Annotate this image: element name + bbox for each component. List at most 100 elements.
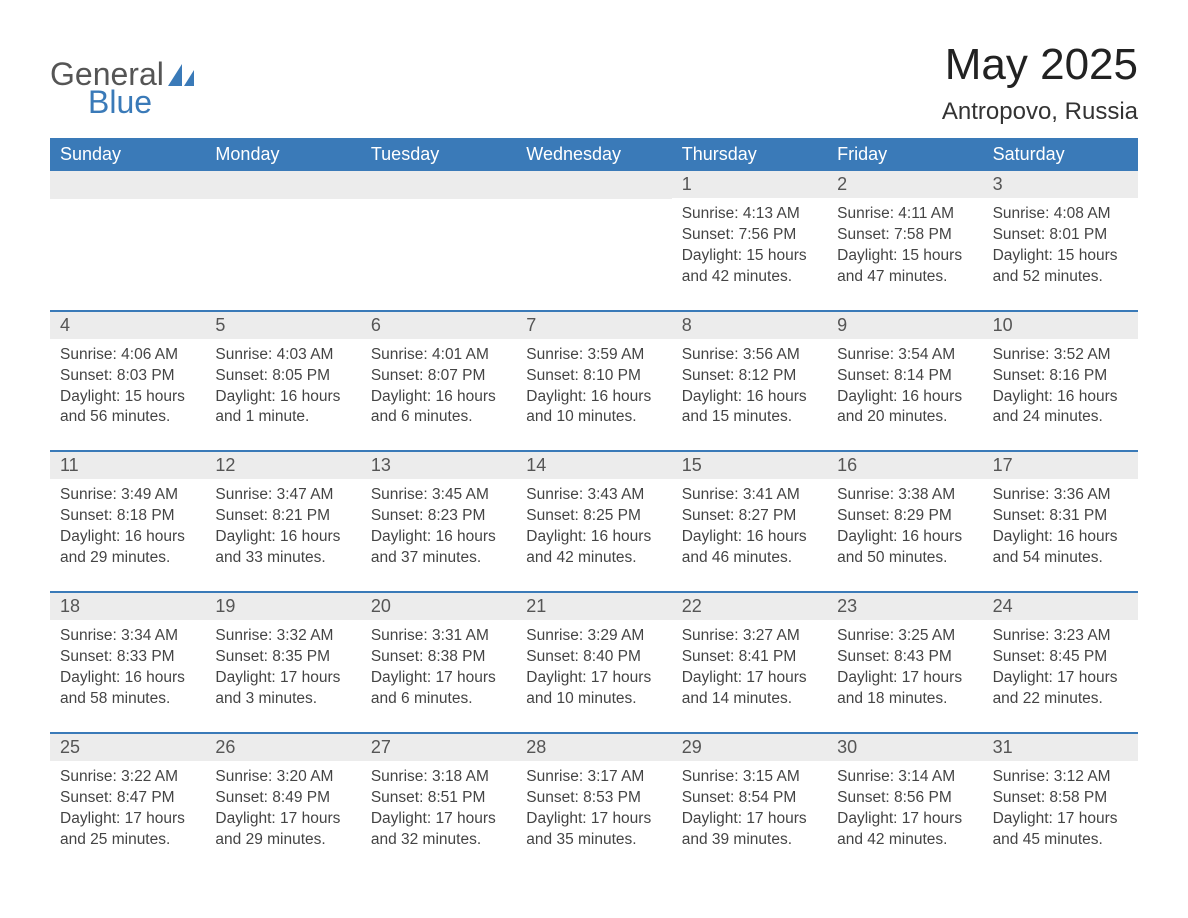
- day-number: 28: [516, 734, 671, 761]
- daylight-line: Daylight: 15 hours: [993, 246, 1128, 267]
- day-number: 15: [672, 452, 827, 479]
- weekday-label: Wednesday: [516, 138, 671, 171]
- day-body: Sunrise: 3:25 AMSunset: 8:43 PMDaylight:…: [827, 620, 982, 714]
- sunset-line: Sunset: 8:54 PM: [682, 788, 817, 809]
- sunrise-line: Sunrise: 3:18 AM: [371, 767, 506, 788]
- day-cell: 1Sunrise: 4:13 AMSunset: 7:56 PMDaylight…: [672, 171, 827, 292]
- weekday-label: Saturday: [983, 138, 1138, 171]
- day-cell: 31Sunrise: 3:12 AMSunset: 8:58 PMDayligh…: [983, 734, 1138, 855]
- sunrise-line: Sunrise: 3:20 AM: [215, 767, 350, 788]
- daylight-line: and 10 minutes.: [526, 689, 661, 710]
- daylight-line: Daylight: 15 hours: [682, 246, 817, 267]
- day-cell: [516, 171, 671, 292]
- daylight-line: and 50 minutes.: [837, 548, 972, 569]
- sunrise-line: Sunrise: 3:56 AM: [682, 345, 817, 366]
- daylight-line: Daylight: 15 hours: [837, 246, 972, 267]
- day-body: Sunrise: 3:27 AMSunset: 8:41 PMDaylight:…: [672, 620, 827, 714]
- daylight-line: Daylight: 17 hours: [526, 668, 661, 689]
- daylight-line: Daylight: 16 hours: [215, 387, 350, 408]
- month-title: May 2025: [942, 40, 1138, 90]
- sunset-line: Sunset: 8:58 PM: [993, 788, 1128, 809]
- day-body: Sunrise: 3:49 AMSunset: 8:18 PMDaylight:…: [50, 479, 205, 573]
- day-cell: [50, 171, 205, 292]
- daylight-line: and 32 minutes.: [371, 830, 506, 851]
- day-body: Sunrise: 3:29 AMSunset: 8:40 PMDaylight:…: [516, 620, 671, 714]
- sunrise-line: Sunrise: 4:11 AM: [837, 204, 972, 225]
- daylight-line: Daylight: 17 hours: [682, 809, 817, 830]
- daylight-line: Daylight: 16 hours: [215, 527, 350, 548]
- day-number: 25: [50, 734, 205, 761]
- weekday-label: Tuesday: [361, 138, 516, 171]
- weekday-header-row: SundayMondayTuesdayWednesdayThursdayFrid…: [50, 138, 1138, 171]
- daylight-line: Daylight: 16 hours: [993, 387, 1128, 408]
- week-row: 1Sunrise: 4:13 AMSunset: 7:56 PMDaylight…: [50, 171, 1138, 292]
- week-row: 18Sunrise: 3:34 AMSunset: 8:33 PMDayligh…: [50, 591, 1138, 714]
- day-number: 31: [983, 734, 1138, 761]
- sunset-line: Sunset: 8:01 PM: [993, 225, 1128, 246]
- daylight-line: and 52 minutes.: [993, 267, 1128, 288]
- day-number: 14: [516, 452, 671, 479]
- daylight-line: and 42 minutes.: [526, 548, 661, 569]
- day-body: Sunrise: 3:52 AMSunset: 8:16 PMDaylight:…: [983, 339, 1138, 433]
- sunrise-line: Sunrise: 3:52 AM: [993, 345, 1128, 366]
- sunset-line: Sunset: 8:38 PM: [371, 647, 506, 668]
- day-cell: 20Sunrise: 3:31 AMSunset: 8:38 PMDayligh…: [361, 593, 516, 714]
- sunset-line: Sunset: 8:07 PM: [371, 366, 506, 387]
- day-number: 26: [205, 734, 360, 761]
- sunset-line: Sunset: 8:21 PM: [215, 506, 350, 527]
- day-number: 6: [361, 312, 516, 339]
- day-body: Sunrise: 3:22 AMSunset: 8:47 PMDaylight:…: [50, 761, 205, 855]
- calendar-table: SundayMondayTuesdayWednesdayThursdayFrid…: [50, 138, 1138, 854]
- day-number: 17: [983, 452, 1138, 479]
- weekday-label: Friday: [827, 138, 982, 171]
- daylight-line: Daylight: 16 hours: [837, 387, 972, 408]
- sunrise-line: Sunrise: 3:54 AM: [837, 345, 972, 366]
- day-number: 10: [983, 312, 1138, 339]
- daylight-line: Daylight: 17 hours: [526, 809, 661, 830]
- daylight-line: and 24 minutes.: [993, 407, 1128, 428]
- sunrise-line: Sunrise: 3:25 AM: [837, 626, 972, 647]
- sunset-line: Sunset: 7:56 PM: [682, 225, 817, 246]
- day-cell: 23Sunrise: 3:25 AMSunset: 8:43 PMDayligh…: [827, 593, 982, 714]
- day-number: 29: [672, 734, 827, 761]
- daylight-line: and 33 minutes.: [215, 548, 350, 569]
- daylight-line: and 29 minutes.: [60, 548, 195, 569]
- day-cell: 3Sunrise: 4:08 AMSunset: 8:01 PMDaylight…: [983, 171, 1138, 292]
- daylight-line: and 54 minutes.: [993, 548, 1128, 569]
- day-cell: 24Sunrise: 3:23 AMSunset: 8:45 PMDayligh…: [983, 593, 1138, 714]
- daylight-line: and 6 minutes.: [371, 689, 506, 710]
- day-body: Sunrise: 3:56 AMSunset: 8:12 PMDaylight:…: [672, 339, 827, 433]
- sunset-line: Sunset: 8:27 PM: [682, 506, 817, 527]
- day-number: 3: [983, 171, 1138, 198]
- sunset-line: Sunset: 8:18 PM: [60, 506, 195, 527]
- sunrise-line: Sunrise: 3:15 AM: [682, 767, 817, 788]
- day-cell: 15Sunrise: 3:41 AMSunset: 8:27 PMDayligh…: [672, 452, 827, 573]
- sunset-line: Sunset: 8:10 PM: [526, 366, 661, 387]
- sunrise-line: Sunrise: 4:06 AM: [60, 345, 195, 366]
- daylight-line: Daylight: 17 hours: [215, 809, 350, 830]
- daylight-line: and 15 minutes.: [682, 407, 817, 428]
- day-body: Sunrise: 3:59 AMSunset: 8:10 PMDaylight:…: [516, 339, 671, 433]
- daylight-line: Daylight: 17 hours: [371, 809, 506, 830]
- sunrise-line: Sunrise: 3:41 AM: [682, 485, 817, 506]
- weekday-label: Thursday: [672, 138, 827, 171]
- day-body: Sunrise: 4:08 AMSunset: 8:01 PMDaylight:…: [983, 198, 1138, 292]
- sunrise-line: Sunrise: 4:03 AM: [215, 345, 350, 366]
- daylight-line: and 25 minutes.: [60, 830, 195, 851]
- sunset-line: Sunset: 8:53 PM: [526, 788, 661, 809]
- sunrise-line: Sunrise: 3:43 AM: [526, 485, 661, 506]
- day-cell: 28Sunrise: 3:17 AMSunset: 8:53 PMDayligh…: [516, 734, 671, 855]
- sunrise-line: Sunrise: 4:08 AM: [993, 204, 1128, 225]
- daylight-line: and 1 minute.: [215, 407, 350, 428]
- daylight-line: Daylight: 16 hours: [993, 527, 1128, 548]
- day-cell: 19Sunrise: 3:32 AMSunset: 8:35 PMDayligh…: [205, 593, 360, 714]
- day-cell: 11Sunrise: 3:49 AMSunset: 8:18 PMDayligh…: [50, 452, 205, 573]
- sunset-line: Sunset: 8:29 PM: [837, 506, 972, 527]
- day-body: Sunrise: 3:43 AMSunset: 8:25 PMDaylight:…: [516, 479, 671, 573]
- daylight-line: and 39 minutes.: [682, 830, 817, 851]
- daylight-line: and 58 minutes.: [60, 689, 195, 710]
- day-cell: 18Sunrise: 3:34 AMSunset: 8:33 PMDayligh…: [50, 593, 205, 714]
- daylight-line: and 3 minutes.: [215, 689, 350, 710]
- day-number: 30: [827, 734, 982, 761]
- sunset-line: Sunset: 8:47 PM: [60, 788, 195, 809]
